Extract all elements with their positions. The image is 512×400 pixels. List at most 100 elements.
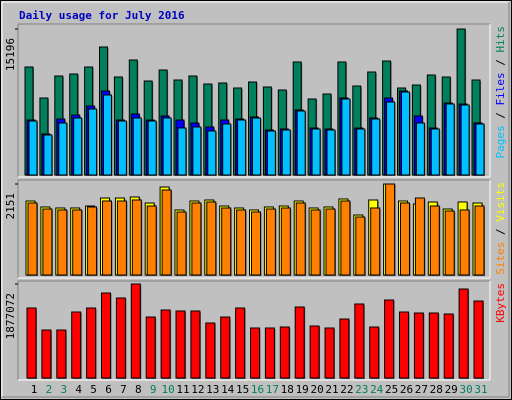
legend-entry: KBytes bbox=[494, 283, 507, 323]
bar bbox=[116, 200, 127, 276]
bar bbox=[207, 130, 217, 176]
x-tick-label: 13 bbox=[206, 383, 219, 396]
bar bbox=[191, 202, 202, 276]
bar bbox=[309, 325, 320, 379]
bar bbox=[190, 310, 201, 379]
x-tick-label: 24 bbox=[370, 383, 384, 396]
x-tick-label: 7 bbox=[120, 383, 127, 396]
bar bbox=[399, 311, 409, 379]
bar bbox=[117, 120, 127, 176]
bar bbox=[281, 129, 291, 176]
x-tick-label: 28 bbox=[430, 383, 443, 396]
x-tick-label: 10 bbox=[161, 383, 174, 396]
bar bbox=[311, 128, 321, 176]
bar bbox=[371, 118, 381, 176]
legend-separator: / bbox=[494, 53, 507, 73]
legend-entry: Files bbox=[494, 72, 507, 105]
bar bbox=[325, 208, 336, 276]
bar bbox=[146, 205, 157, 276]
bar bbox=[115, 297, 126, 379]
bar bbox=[460, 104, 470, 176]
legend-entry: Visits bbox=[494, 182, 507, 222]
legend-entry: Hits bbox=[494, 26, 507, 53]
bar bbox=[428, 312, 439, 379]
x-tick-label: 16 bbox=[251, 383, 264, 396]
bar bbox=[310, 209, 321, 276]
bar bbox=[131, 199, 142, 276]
bar bbox=[444, 210, 455, 276]
x-tick-label: 6 bbox=[105, 383, 112, 396]
bar bbox=[370, 207, 381, 276]
bar bbox=[86, 307, 97, 379]
bar bbox=[475, 123, 485, 176]
bar bbox=[236, 209, 247, 276]
bar bbox=[205, 322, 216, 379]
bar bbox=[339, 318, 350, 379]
legend: Sites / Visits bbox=[494, 182, 507, 275]
bar bbox=[341, 98, 351, 176]
bar bbox=[355, 216, 366, 276]
bar bbox=[176, 211, 187, 276]
bar bbox=[459, 209, 470, 276]
bar bbox=[71, 311, 82, 379]
legend: KBytes bbox=[494, 283, 507, 323]
bar bbox=[42, 208, 53, 276]
bar bbox=[384, 299, 395, 379]
bar bbox=[27, 202, 38, 276]
bar bbox=[369, 326, 380, 379]
bar bbox=[415, 122, 425, 176]
x-tick-label: 12 bbox=[191, 383, 204, 396]
bar bbox=[88, 108, 98, 176]
bar bbox=[222, 123, 232, 176]
bar bbox=[401, 91, 410, 176]
bar bbox=[294, 306, 305, 379]
bar bbox=[400, 202, 410, 276]
bar bbox=[57, 209, 68, 276]
bar bbox=[43, 134, 53, 176]
x-tick-label: 26 bbox=[400, 383, 413, 396]
bar bbox=[147, 120, 157, 176]
bar bbox=[41, 329, 52, 379]
x-tick-label: 2 bbox=[46, 383, 53, 396]
bar bbox=[279, 326, 290, 379]
bar bbox=[264, 327, 275, 379]
x-tick-label: 31 bbox=[474, 383, 487, 396]
x-tick-label: 5 bbox=[90, 383, 97, 396]
bar bbox=[161, 189, 172, 276]
legend: Pages / Files / Hits bbox=[494, 26, 507, 159]
x-tick-label: 18 bbox=[281, 383, 294, 396]
x-tick-label: 30 bbox=[459, 383, 472, 396]
bar bbox=[160, 309, 171, 379]
x-tick-label: 11 bbox=[176, 383, 189, 396]
bar bbox=[430, 128, 440, 176]
bar bbox=[221, 207, 232, 276]
bar bbox=[26, 307, 37, 379]
bar bbox=[56, 329, 67, 379]
legend-entry: Pages bbox=[494, 125, 507, 158]
bar bbox=[252, 117, 261, 176]
bar bbox=[473, 300, 484, 379]
x-tick-label: 19 bbox=[296, 383, 309, 396]
x-tick-label: 17 bbox=[266, 383, 279, 396]
bar bbox=[145, 316, 156, 379]
bar bbox=[445, 103, 455, 176]
bar bbox=[474, 205, 485, 276]
bar bbox=[28, 120, 38, 176]
x-tick-label: 21 bbox=[325, 383, 338, 396]
bar bbox=[266, 130, 276, 176]
bar bbox=[102, 200, 112, 276]
bar bbox=[87, 206, 98, 276]
bar bbox=[237, 119, 247, 176]
bar bbox=[386, 101, 396, 176]
x-tick-label: 29 bbox=[445, 383, 458, 396]
bar bbox=[356, 128, 366, 176]
bar bbox=[354, 303, 365, 379]
x-tick-label: 4 bbox=[75, 383, 82, 396]
y-tick-label: 2151 bbox=[4, 193, 17, 220]
bar bbox=[101, 292, 111, 379]
bar bbox=[250, 327, 260, 379]
bar bbox=[177, 127, 187, 176]
bar bbox=[162, 117, 172, 176]
bar bbox=[326, 129, 336, 176]
